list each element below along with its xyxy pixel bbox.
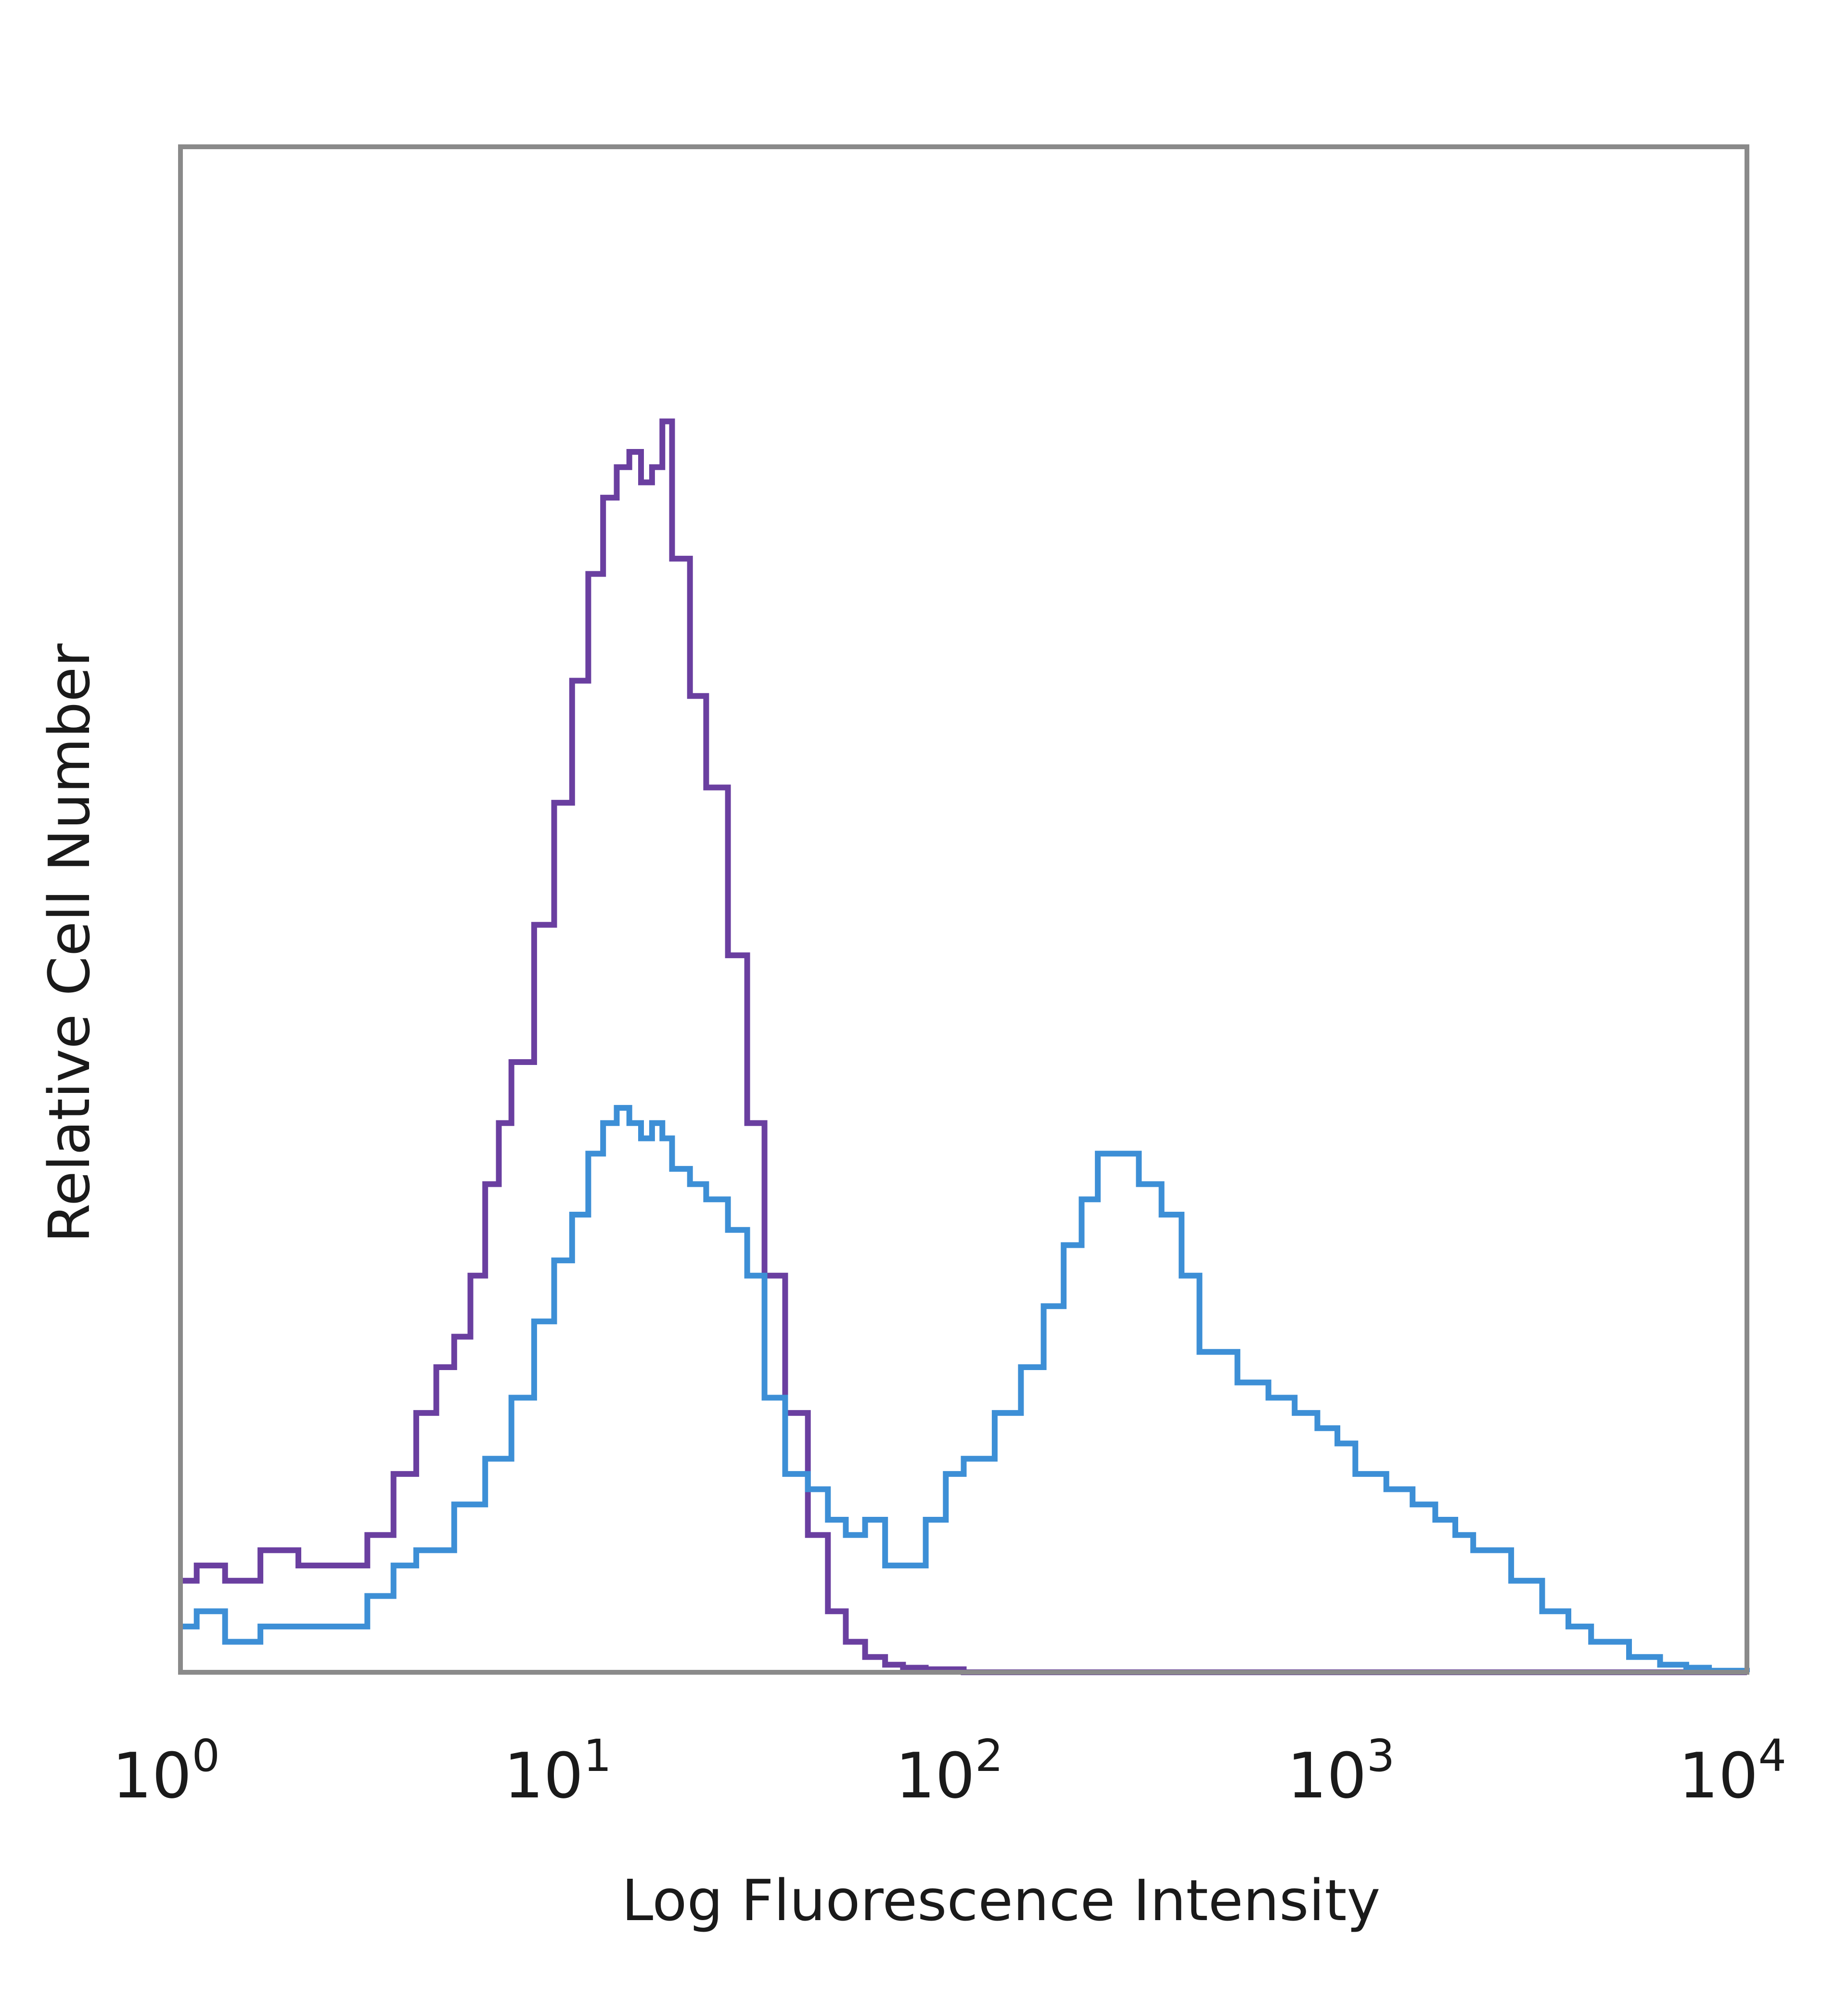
histogram-series-1: [180, 418, 1747, 1675]
x-tick-label-1: 101: [504, 1730, 612, 1812]
x-tick-label-4: 104: [1679, 1730, 1786, 1812]
x-tick-label-2: 102: [896, 1730, 1003, 1812]
x-tick-labels: 100 101 102 103 104: [112, 1730, 1786, 1812]
x-tick-label-3: 103: [1287, 1730, 1395, 1812]
x-tick-label-0: 100: [112, 1730, 220, 1812]
y-axis-label: Relative Cell Number: [36, 643, 103, 1243]
x-axis-label: Log Fluorescence Intensity: [622, 1867, 1381, 1934]
series-layer: [180, 418, 1750, 1675]
histogram-series-2: [180, 1105, 1750, 1674]
plot-frame: [178, 144, 1749, 1675]
